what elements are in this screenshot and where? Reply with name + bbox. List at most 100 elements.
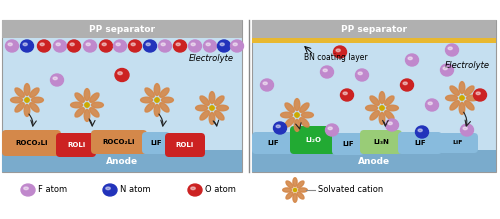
Ellipse shape <box>25 98 29 102</box>
Ellipse shape <box>176 43 180 46</box>
Ellipse shape <box>459 102 465 114</box>
Ellipse shape <box>216 105 228 111</box>
Ellipse shape <box>403 82 407 85</box>
Ellipse shape <box>476 92 480 95</box>
Ellipse shape <box>114 40 126 52</box>
Ellipse shape <box>196 105 207 111</box>
Ellipse shape <box>20 40 34 52</box>
Ellipse shape <box>162 97 173 103</box>
Ellipse shape <box>450 86 460 95</box>
Ellipse shape <box>118 72 122 75</box>
Text: LiF: LiF <box>453 141 463 145</box>
Ellipse shape <box>161 43 166 46</box>
Bar <box>2 20 242 172</box>
Ellipse shape <box>343 92 347 95</box>
Ellipse shape <box>326 124 338 136</box>
Ellipse shape <box>54 40 66 52</box>
FancyBboxPatch shape <box>290 126 336 154</box>
Ellipse shape <box>294 99 300 111</box>
Ellipse shape <box>459 82 465 94</box>
Bar <box>252 20 496 172</box>
Ellipse shape <box>293 178 297 187</box>
Ellipse shape <box>450 101 460 110</box>
Text: Anode: Anode <box>106 157 138 166</box>
Ellipse shape <box>106 187 110 190</box>
Ellipse shape <box>158 40 172 52</box>
Ellipse shape <box>160 103 169 112</box>
Text: Solvated cation: Solvated cation <box>318 185 384 194</box>
Ellipse shape <box>323 69 328 72</box>
Ellipse shape <box>286 181 293 188</box>
Ellipse shape <box>24 104 30 117</box>
Ellipse shape <box>386 105 398 111</box>
Ellipse shape <box>214 96 224 105</box>
Ellipse shape <box>260 79 274 91</box>
Ellipse shape <box>140 97 152 103</box>
FancyBboxPatch shape <box>398 132 442 154</box>
Ellipse shape <box>386 119 398 131</box>
Ellipse shape <box>285 103 294 112</box>
Ellipse shape <box>145 103 154 112</box>
Bar <box>2 150 242 172</box>
Ellipse shape <box>209 112 215 124</box>
Ellipse shape <box>379 112 385 124</box>
Text: ROCO₂Li: ROCO₂Li <box>103 139 135 145</box>
Ellipse shape <box>38 40 51 52</box>
Text: PP separator: PP separator <box>89 25 155 34</box>
Ellipse shape <box>115 69 129 81</box>
Ellipse shape <box>416 126 428 138</box>
Ellipse shape <box>84 89 90 101</box>
Ellipse shape <box>334 46 346 58</box>
Ellipse shape <box>294 119 300 131</box>
Ellipse shape <box>6 40 18 52</box>
Ellipse shape <box>8 43 12 46</box>
Ellipse shape <box>384 111 394 120</box>
Ellipse shape <box>460 96 464 100</box>
Ellipse shape <box>428 102 432 105</box>
Ellipse shape <box>154 104 160 117</box>
Bar <box>252 150 496 172</box>
FancyBboxPatch shape <box>91 130 147 154</box>
FancyBboxPatch shape <box>252 132 294 154</box>
FancyBboxPatch shape <box>56 133 96 157</box>
Ellipse shape <box>298 188 308 192</box>
Ellipse shape <box>230 40 243 52</box>
FancyBboxPatch shape <box>165 133 205 157</box>
Text: Anode: Anode <box>358 157 390 166</box>
Ellipse shape <box>400 79 413 91</box>
Text: O atom: O atom <box>205 185 236 194</box>
Ellipse shape <box>15 88 24 97</box>
FancyBboxPatch shape <box>360 130 402 154</box>
Ellipse shape <box>206 43 210 46</box>
Ellipse shape <box>100 40 112 52</box>
Ellipse shape <box>30 103 39 112</box>
Ellipse shape <box>446 95 458 101</box>
Ellipse shape <box>294 188 296 192</box>
Ellipse shape <box>440 64 454 76</box>
Ellipse shape <box>90 108 99 117</box>
Ellipse shape <box>160 88 169 97</box>
Text: BN coating layer: BN coating layer <box>304 53 368 62</box>
Ellipse shape <box>23 43 28 46</box>
Ellipse shape <box>300 118 309 127</box>
Ellipse shape <box>418 129 422 132</box>
FancyBboxPatch shape <box>438 133 478 153</box>
Ellipse shape <box>340 89 353 101</box>
FancyBboxPatch shape <box>142 132 170 154</box>
Text: LiF: LiF <box>342 141 354 147</box>
Ellipse shape <box>463 127 468 130</box>
Ellipse shape <box>70 102 83 108</box>
Ellipse shape <box>10 97 22 103</box>
Ellipse shape <box>336 49 340 52</box>
Ellipse shape <box>293 193 297 202</box>
Ellipse shape <box>191 187 196 190</box>
Ellipse shape <box>464 101 474 110</box>
Ellipse shape <box>40 43 44 46</box>
Text: LiF: LiF <box>267 140 279 146</box>
Ellipse shape <box>21 184 35 196</box>
Ellipse shape <box>406 54 418 66</box>
Ellipse shape <box>116 43 120 46</box>
Ellipse shape <box>128 40 141 52</box>
Ellipse shape <box>85 103 89 107</box>
Bar <box>2 20 242 38</box>
